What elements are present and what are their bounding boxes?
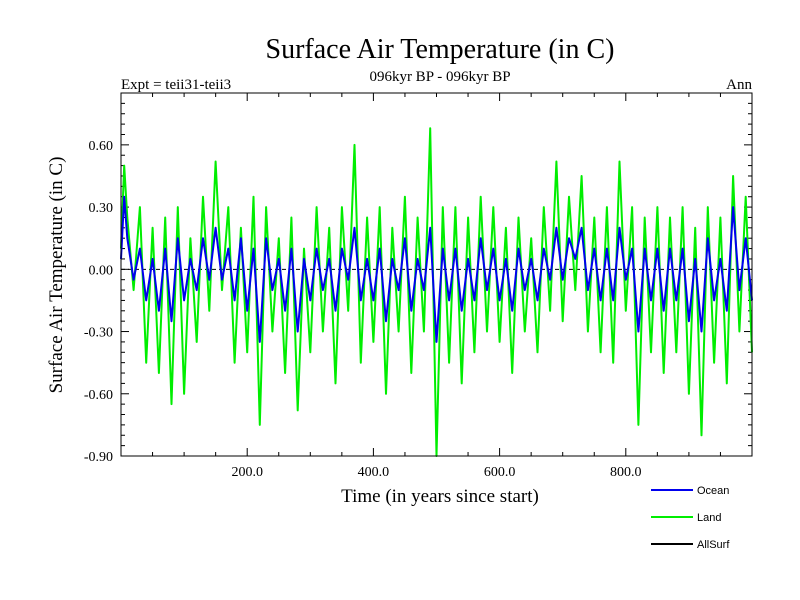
y-tick-label: 0.30 bbox=[89, 201, 114, 216]
y-tick-label: -0.90 bbox=[84, 450, 113, 465]
series-line-ocean bbox=[120, 195, 753, 343]
chart-subtitle: 096kyr BP - 096kyr BP bbox=[369, 69, 510, 85]
series-lines bbox=[120, 127, 753, 457]
legend-label-allsurf: AllSurf bbox=[697, 539, 730, 551]
x-tick-label: 800.0 bbox=[610, 465, 642, 480]
plot-frame bbox=[120, 92, 753, 457]
x-axis-label: Time (in years since start) bbox=[341, 486, 539, 507]
x-tick-label: 400.0 bbox=[358, 465, 390, 480]
season-label: Ann bbox=[726, 77, 752, 93]
y-tick-label: -0.60 bbox=[84, 388, 113, 403]
legend-label-ocean: Ocean bbox=[697, 485, 729, 497]
y-axis-label: Surface Air Temperature (in C) bbox=[46, 157, 67, 394]
series-line-land bbox=[120, 127, 753, 457]
x-tick-label: 200.0 bbox=[231, 465, 263, 480]
chart-title: Surface Air Temperature (in C) bbox=[266, 34, 615, 65]
tick-marks bbox=[121, 93, 752, 457]
legend: Ocean Land AllSurf bbox=[651, 485, 730, 551]
y-tick-label: 0.60 bbox=[89, 139, 114, 154]
legend-label-land: Land bbox=[697, 512, 721, 524]
y-tick-label: 0.00 bbox=[89, 263, 114, 278]
y-tick-label: -0.30 bbox=[84, 326, 113, 341]
tick-labels: 200.0 400.0 600.0 800.0 -0.90 -0.60 -0.30 0.00 0… bbox=[84, 139, 642, 480]
x-tick-label: 600.0 bbox=[484, 465, 516, 480]
experiment-label: Expt = teii31-teii3 bbox=[121, 77, 231, 93]
